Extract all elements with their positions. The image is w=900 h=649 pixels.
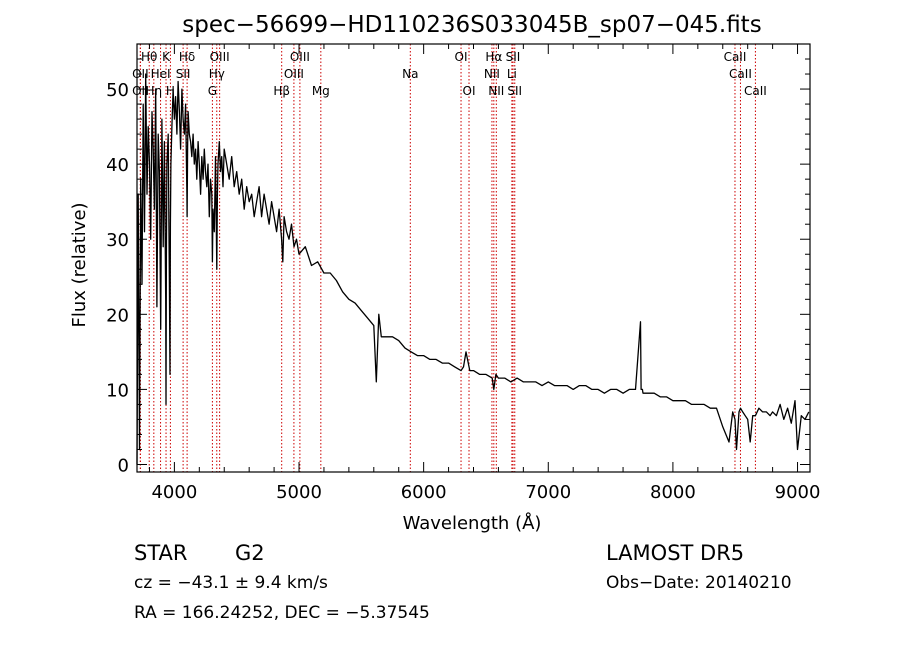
line-label-g: G xyxy=(208,84,217,98)
line-label-nii: NII xyxy=(488,84,504,98)
survey-label: LAMOST DR5 xyxy=(606,541,745,565)
x-tick-label: 6000 xyxy=(401,482,447,503)
x-tick-label: 7000 xyxy=(525,482,571,503)
x-tick-label: 4000 xyxy=(151,482,197,503)
line-label-k: K xyxy=(162,50,171,64)
y-tick-label: 30 xyxy=(106,230,129,251)
x-tick-label: 8000 xyxy=(650,482,696,503)
spectral-line-labels: Hθ K Hδ OIII OIII OI Hα SII CaII OII HeI SII Hγ OIII N… xyxy=(132,50,767,98)
line-label-oiii: OIII xyxy=(284,67,304,81)
y-tick-label: 20 xyxy=(106,305,129,326)
coordinates-text: RA = 166.24252, DEC = −5.37545 xyxy=(134,603,430,623)
spectral-line-markers xyxy=(139,44,756,472)
x-tick-label: 9000 xyxy=(775,482,821,503)
line-label-hη: Hη xyxy=(146,84,163,98)
object-subclass: G2 xyxy=(235,541,265,565)
line-label-h: H xyxy=(166,84,175,98)
x-axis: 4000 5000 6000 7000 8000 9000 xyxy=(148,44,821,503)
line-label-na: Na xyxy=(402,67,418,81)
object-class: STAR xyxy=(134,541,188,565)
x-tick-label: 5000 xyxy=(276,482,322,503)
line-label-hγ: Hγ xyxy=(209,67,225,81)
line-label-caii: CaII xyxy=(724,50,747,64)
line-label-hθ: Hθ xyxy=(141,50,157,64)
line-label-oii: OII xyxy=(132,84,149,98)
line-label-hei: HeI xyxy=(151,67,171,81)
y-axis-label: Flux (relative) xyxy=(69,202,90,327)
line-label-hδ: Hδ xyxy=(179,50,195,64)
y-tick-label: 10 xyxy=(106,380,129,401)
line-label-sii: SII xyxy=(507,84,522,98)
line-label-li: Li xyxy=(507,67,517,81)
chart-title: spec−56699−HD110236S033045B_sp07−045.fit… xyxy=(182,12,761,38)
redshift-text: cz = −43.1 ± 9.4 km/s xyxy=(134,573,328,593)
line-label-mg: Mg xyxy=(312,84,330,98)
y-tick-label: 50 xyxy=(106,80,129,101)
line-label-hα: Hα xyxy=(485,50,502,64)
line-label-oi: OI xyxy=(455,50,468,64)
observation-date: Obs−Date: 20140210 xyxy=(606,573,792,593)
line-label-hβ: Hβ xyxy=(273,84,290,98)
y-axis: 0 10 20 30 40 50 xyxy=(106,58,810,476)
y-tick-label: 40 xyxy=(106,155,129,176)
y-tick-label: 0 xyxy=(118,455,129,476)
x-axis-label: Wavelength (Å) xyxy=(403,512,542,534)
line-label-nii: NII xyxy=(484,67,500,81)
line-label-oiii: OIII xyxy=(290,50,310,64)
line-label-caii: CaII xyxy=(729,67,752,81)
spectrum-line xyxy=(136,73,810,465)
line-label-caii: CaII xyxy=(744,84,767,98)
line-label-oiii: OIII xyxy=(210,50,230,64)
line-label-sii: SII xyxy=(506,50,521,64)
line-label-sii: SII xyxy=(176,67,191,81)
line-label-oi: OI xyxy=(463,84,476,98)
